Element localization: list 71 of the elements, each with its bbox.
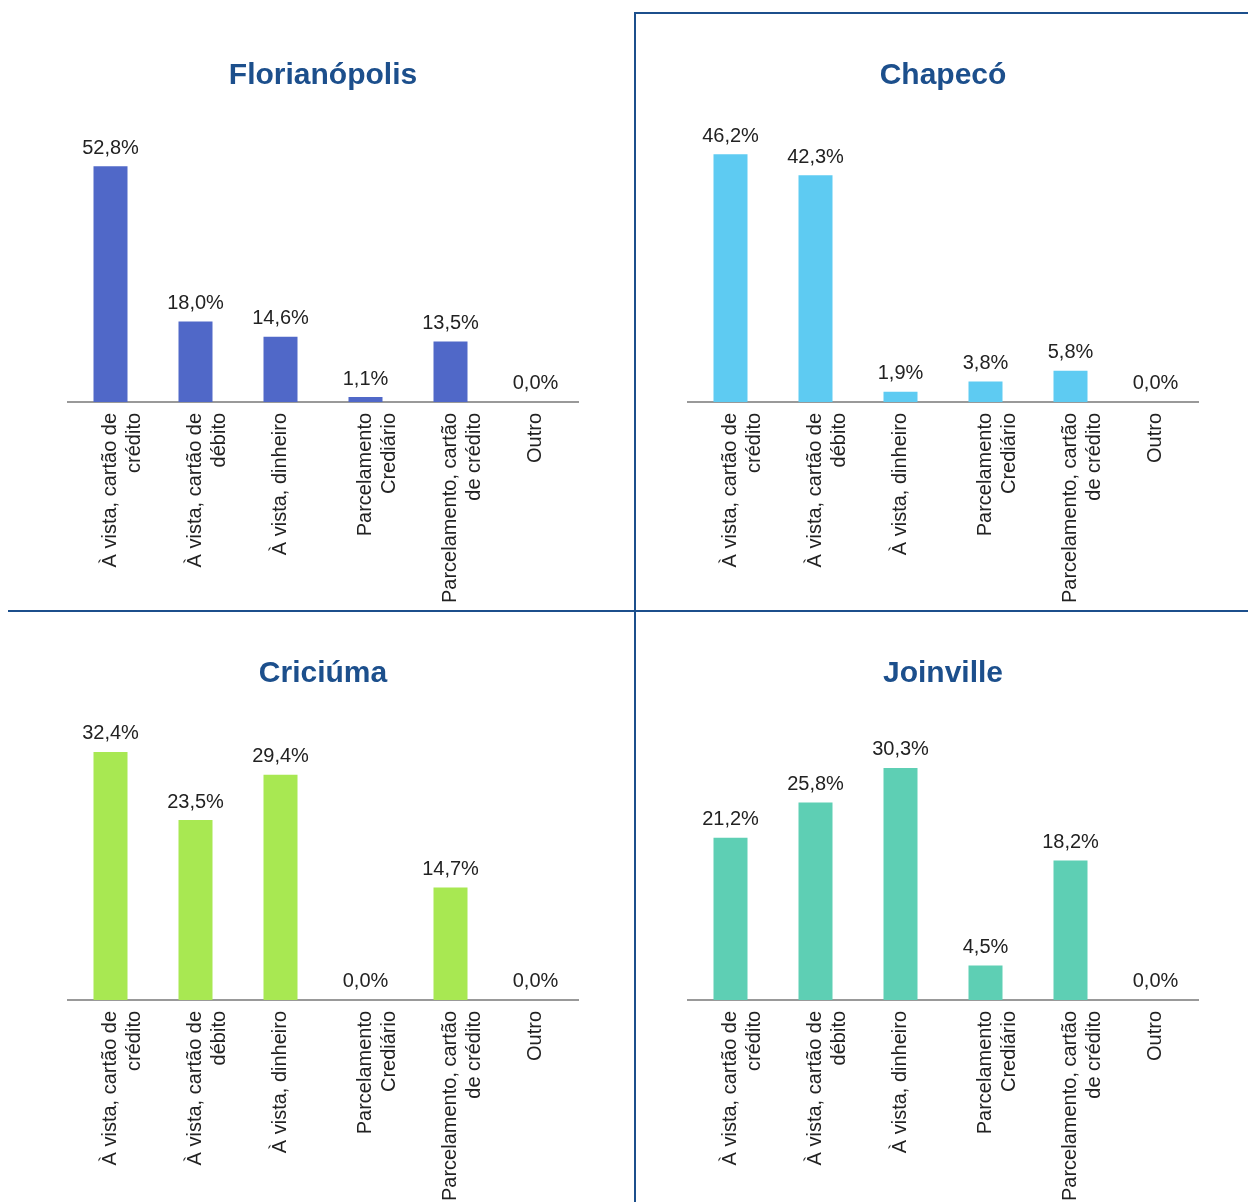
x-tick-label: À vista, cartão de crédito xyxy=(718,412,765,568)
bar xyxy=(263,774,298,1000)
x-tick-label: Parcelamento, cartão de crédito xyxy=(1058,1010,1105,1202)
x-tick-label: À vista, dinheiro xyxy=(268,412,291,556)
bar xyxy=(798,175,833,402)
bar xyxy=(433,341,468,402)
x-tick-label: Outro xyxy=(1143,412,1166,463)
x-tick-label: Parcelamento Crediário xyxy=(353,412,400,537)
x-tick-label: Outro xyxy=(523,1010,546,1061)
x-tick-label: À vista, dinheiro xyxy=(888,412,911,556)
data-label: 0,0% xyxy=(512,371,559,394)
bar xyxy=(263,336,298,402)
x-tick-label: À vista, cartão de débito xyxy=(183,412,230,568)
bar xyxy=(1053,370,1088,402)
data-label: 0,0% xyxy=(1132,371,1179,394)
x-tick-label: À vista, dinheiro xyxy=(888,1010,911,1154)
data-label: 13,5% xyxy=(422,311,480,334)
bar xyxy=(883,391,918,402)
data-label: 14,6% xyxy=(252,306,310,329)
x-tick-label: Parcelamento, cartão de crédito xyxy=(438,412,485,604)
data-label: 1,1% xyxy=(342,366,389,389)
x-tick-label: À vista, cartão de crédito xyxy=(98,412,145,568)
data-label: 21,2% xyxy=(702,807,760,830)
data-label: 18,0% xyxy=(167,291,225,314)
x-tick-label: Parcelamento, cartão de crédito xyxy=(1058,412,1105,604)
data-label: 25,8% xyxy=(787,771,845,794)
x-tick-label: Outro xyxy=(523,412,546,463)
bar xyxy=(93,166,128,402)
x-tick-label: À vista, cartão de crédito xyxy=(98,1010,145,1166)
data-label: 52,8% xyxy=(82,135,140,158)
x-tick-label: À vista, cartão de débito xyxy=(803,412,850,568)
chart-title: Chapecó xyxy=(879,57,1007,91)
data-label: 5,8% xyxy=(1047,340,1094,363)
chart-title: Joinville xyxy=(882,655,1004,689)
data-label: 29,4% xyxy=(252,744,310,767)
data-label: 0,0% xyxy=(1132,969,1179,992)
bar xyxy=(433,887,468,1000)
x-tick-label: Parcelamento Crediário xyxy=(973,1010,1020,1135)
x-tick-label: À vista, cartão de crédito xyxy=(718,1010,765,1166)
data-label: 30,3% xyxy=(872,737,930,760)
bar xyxy=(178,820,213,1000)
data-label: 1,9% xyxy=(877,361,924,384)
data-label: 0,0% xyxy=(512,969,559,992)
bar xyxy=(968,381,1003,402)
chart-title: Criciúma xyxy=(258,655,388,689)
bar xyxy=(178,321,213,402)
x-tick-label: Parcelamento, cartão de crédito xyxy=(438,1010,485,1202)
bar xyxy=(798,802,833,1000)
x-tick-label: Outro xyxy=(1143,1010,1166,1061)
data-label: 3,8% xyxy=(962,351,1009,374)
data-label: 18,2% xyxy=(1042,830,1100,853)
data-label: 23,5% xyxy=(167,789,225,812)
bar xyxy=(93,751,128,1000)
bar xyxy=(968,965,1003,1000)
chart-title: Florianópolis xyxy=(228,57,418,91)
x-tick-label: À vista, cartão de débito xyxy=(183,1010,230,1166)
data-label: 4,5% xyxy=(962,934,1009,957)
bar xyxy=(713,154,748,402)
bar xyxy=(348,396,383,402)
data-label: 14,7% xyxy=(422,856,480,879)
bar xyxy=(713,837,748,1000)
data-label: 0,0% xyxy=(342,969,389,992)
x-tick-label: À vista, dinheiro xyxy=(268,1010,291,1154)
data-label: 42,3% xyxy=(787,144,845,167)
x-tick-label: Parcelamento Crediário xyxy=(353,1010,400,1135)
bar xyxy=(1053,860,1088,1000)
data-label: 46,2% xyxy=(702,123,760,146)
data-label: 32,4% xyxy=(82,721,140,744)
x-tick-label: À vista, cartão de débito xyxy=(803,1010,850,1166)
x-tick-label: Parcelamento Crediário xyxy=(973,412,1020,537)
bar xyxy=(883,767,918,1000)
